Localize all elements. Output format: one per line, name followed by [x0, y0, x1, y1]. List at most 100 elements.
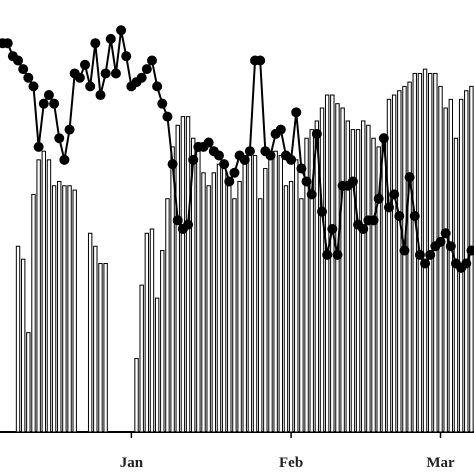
bar — [160, 250, 165, 433]
bar — [170, 146, 175, 433]
point — [162, 111, 173, 122]
point — [435, 236, 446, 247]
point — [74, 72, 85, 83]
point — [358, 223, 369, 234]
bar — [87, 232, 93, 433]
bar — [103, 263, 108, 433]
point — [224, 176, 235, 187]
point — [409, 211, 420, 221]
point — [301, 176, 312, 187]
bar — [371, 137, 376, 433]
bar — [26, 332, 31, 433]
point — [296, 163, 307, 174]
point — [286, 154, 297, 165]
point — [317, 206, 328, 217]
point — [394, 211, 405, 221]
point — [322, 249, 333, 260]
point — [440, 228, 451, 239]
bar — [232, 198, 237, 433]
bar — [72, 189, 77, 433]
bar — [319, 107, 325, 433]
bar — [294, 159, 299, 433]
point — [327, 223, 338, 234]
bar — [206, 185, 211, 433]
point — [141, 64, 152, 75]
point — [85, 81, 96, 92]
bar — [211, 172, 217, 433]
bar — [391, 94, 397, 433]
point — [373, 193, 384, 204]
bar — [350, 129, 356, 433]
bar — [361, 120, 366, 433]
point — [152, 81, 163, 92]
point — [33, 141, 44, 152]
point — [13, 55, 24, 66]
bar — [469, 85, 474, 433]
point — [157, 98, 168, 109]
point — [244, 146, 255, 157]
bar — [335, 103, 340, 433]
point — [332, 249, 343, 260]
point — [347, 176, 358, 187]
point — [172, 215, 183, 226]
bar — [237, 180, 242, 433]
x-tick-label: Jan — [120, 455, 144, 471]
bar — [340, 107, 345, 433]
point — [95, 90, 106, 101]
bar — [98, 263, 103, 433]
point — [105, 33, 116, 44]
bar — [185, 116, 191, 433]
x-tick-label: Mar — [426, 455, 455, 471]
point — [59, 154, 70, 165]
bar — [402, 85, 407, 433]
point — [2, 38, 13, 49]
point — [378, 133, 389, 144]
bar — [46, 159, 52, 433]
bar — [201, 172, 206, 433]
point — [461, 258, 472, 269]
bar — [57, 180, 62, 433]
point — [188, 154, 199, 165]
point — [100, 68, 111, 79]
bar — [330, 94, 335, 433]
bar — [139, 284, 144, 433]
point — [255, 55, 266, 66]
bar — [376, 146, 381, 433]
point — [275, 124, 286, 135]
point — [80, 59, 91, 70]
bar — [93, 245, 98, 433]
bar — [288, 180, 294, 433]
bar — [165, 198, 170, 433]
point — [265, 150, 276, 161]
bar — [196, 150, 201, 433]
point — [291, 107, 302, 118]
bar — [324, 94, 330, 433]
bar — [252, 155, 258, 433]
bar — [51, 185, 57, 433]
point — [203, 137, 214, 148]
bar — [180, 116, 186, 433]
bar — [227, 185, 232, 433]
bar — [345, 120, 350, 433]
point — [23, 72, 34, 83]
point — [38, 98, 49, 109]
bar — [144, 232, 150, 433]
bar — [221, 163, 227, 433]
bar — [247, 150, 253, 433]
point — [404, 172, 415, 183]
bar — [422, 68, 428, 433]
point — [239, 154, 250, 165]
bar — [304, 137, 309, 433]
bar — [134, 358, 139, 433]
point — [110, 68, 121, 79]
point — [445, 241, 456, 252]
bar — [20, 258, 26, 433]
point — [183, 219, 194, 230]
bar — [31, 193, 36, 433]
bar — [67, 185, 72, 433]
point — [306, 189, 317, 200]
bar — [407, 81, 412, 433]
point — [425, 249, 436, 260]
point — [311, 128, 322, 139]
bar — [175, 124, 180, 433]
